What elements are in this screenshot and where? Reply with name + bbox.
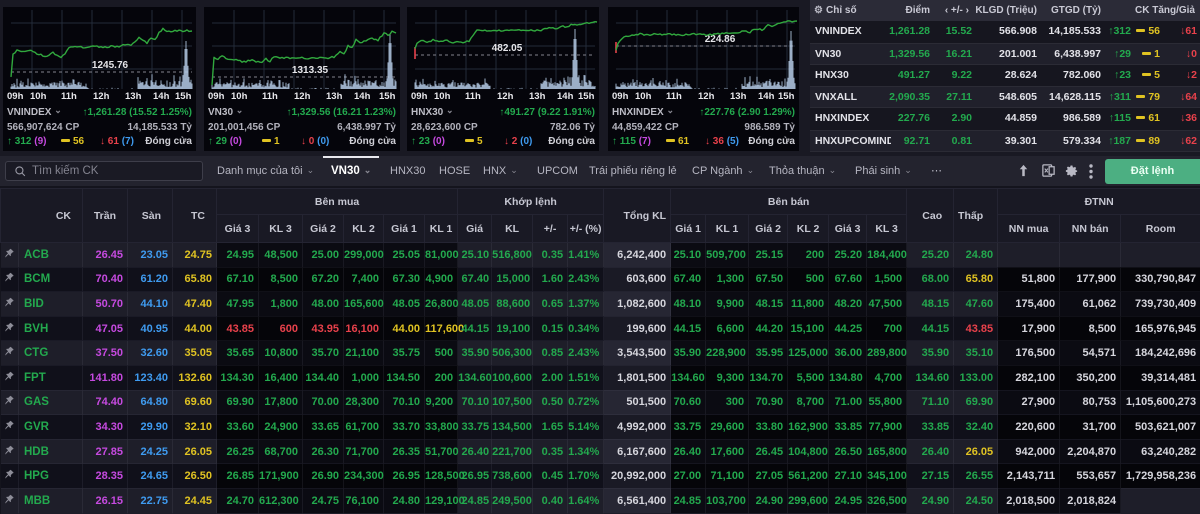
svg-text:1313.35: 1313.35 — [292, 65, 329, 76]
svg-text:482.05: 482.05 — [492, 43, 523, 54]
svg-text:1245.76: 1245.76 — [92, 60, 129, 71]
svg-text:224.86: 224.86 — [705, 34, 736, 45]
